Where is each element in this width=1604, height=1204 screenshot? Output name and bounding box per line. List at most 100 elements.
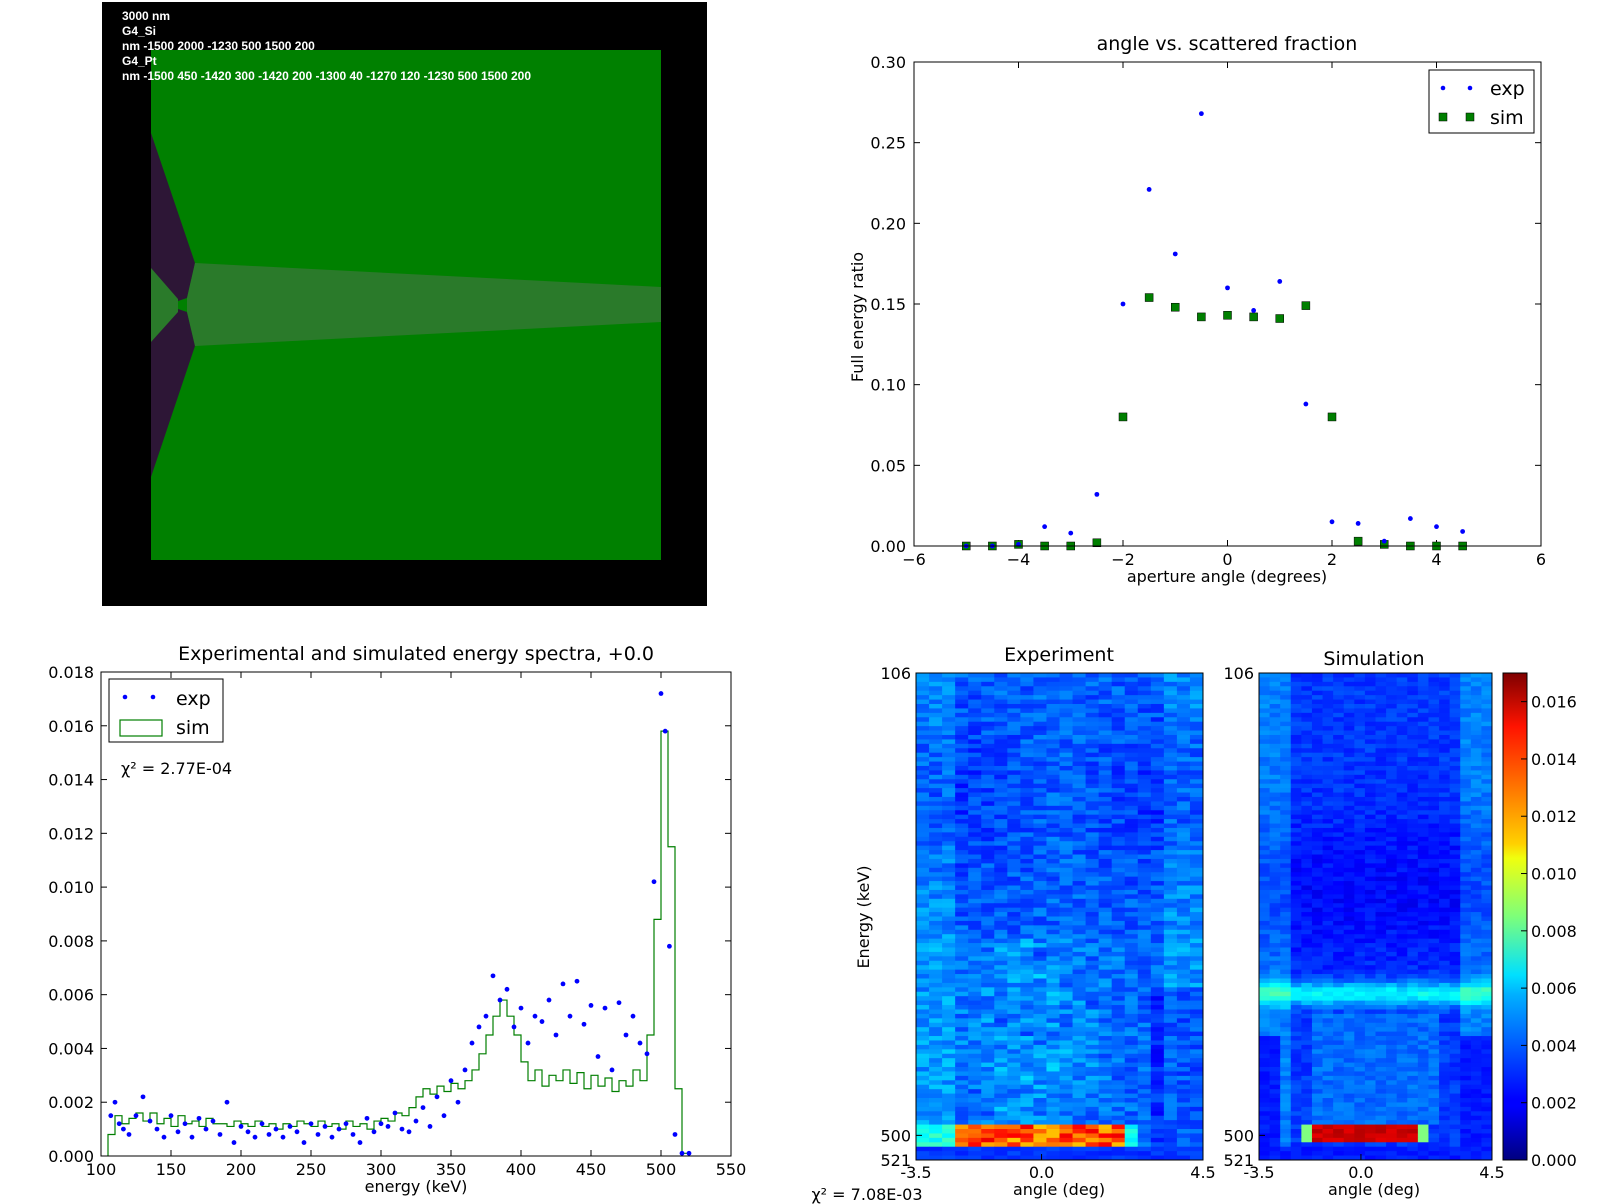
- heatmap-cell: [942, 690, 956, 696]
- heatmap-cell: [1020, 881, 1034, 886]
- heatmap-cell: [1301, 1049, 1313, 1055]
- heatmap-cell: [981, 832, 995, 838]
- heatmap-cell: [1020, 1129, 1034, 1134]
- heatmap-cell: [1033, 903, 1047, 909]
- heatmap-cell: [1386, 912, 1398, 917]
- heatmap-cell: [1007, 1009, 1021, 1015]
- heatmap-cell: [1098, 1124, 1113, 1130]
- heatmap-cell: [942, 1027, 956, 1033]
- heatmap-cell: [1428, 748, 1440, 754]
- heatmap-cell: [1301, 1062, 1313, 1068]
- heatmap-cell: [1124, 907, 1139, 913]
- heatmap-cell: [1343, 885, 1355, 891]
- heatmap-cell: [929, 938, 943, 944]
- heatmap-cell: [1301, 743, 1313, 749]
- heatmap-cell: [916, 836, 930, 842]
- heatmap-cell: [1354, 965, 1366, 971]
- heatmap-cell: [1428, 854, 1440, 860]
- heatmap-cell: [968, 699, 982, 705]
- heatmap-cell: [1417, 978, 1429, 984]
- heatmap-cell: [955, 792, 969, 798]
- heatmap-cell: [1311, 1102, 1323, 1108]
- heatmap-cell: [1460, 872, 1472, 878]
- heatmap-cell: [1163, 978, 1178, 984]
- heatmap-cell: [1163, 1089, 1178, 1094]
- heatmap-cell: [1163, 726, 1178, 731]
- heatmap-cell: [1189, 1142, 1204, 1148]
- heatmap-cell: [1449, 743, 1461, 749]
- heatmap-cell: [1150, 903, 1165, 909]
- heatmap-cell: [1046, 836, 1060, 842]
- heatmap-cell: [929, 1027, 943, 1033]
- heatmap-cell: [1046, 712, 1060, 718]
- heatmap-cell: [1033, 881, 1047, 886]
- heatmap-cell: [1176, 1080, 1191, 1086]
- heatmap-cell: [1163, 1040, 1178, 1046]
- heatmap-cell: [1085, 836, 1100, 842]
- heatmap-cell: [1481, 739, 1493, 745]
- heatmap-cell: [1375, 819, 1387, 824]
- heatmap-cell: [1386, 876, 1398, 882]
- heatmap-cell: [1386, 965, 1398, 971]
- heatmap-cell: [1137, 854, 1152, 860]
- heatmap-cell: [929, 717, 943, 723]
- heatmap-cell: [1150, 739, 1165, 745]
- heatmap-cell: [1301, 867, 1313, 873]
- heatmap-cell: [1439, 938, 1451, 944]
- heatmap-cell: [929, 894, 943, 900]
- heatmap-cell: [1098, 1080, 1113, 1086]
- heatmap-cell: [1386, 699, 1398, 705]
- heatmap-cell: [1085, 717, 1100, 723]
- heatmap-cell: [1072, 673, 1086, 678]
- heatmap-cell: [1386, 1071, 1398, 1077]
- heatmap-cell: [1085, 673, 1100, 678]
- heatmap-cell: [1386, 969, 1398, 975]
- heatmap-cell: [955, 841, 969, 847]
- heatmap-cell: [1481, 823, 1493, 829]
- heatmap-cell: [1020, 1040, 1034, 1046]
- heatmap-cell: [1375, 850, 1387, 855]
- heatmap-cell: [1085, 858, 1100, 864]
- heatmap-cell: [1311, 1018, 1323, 1024]
- heatmap-cell: [1124, 814, 1139, 820]
- heatmap-cell: [1111, 898, 1126, 904]
- heatmap-cell: [1059, 836, 1073, 842]
- heatmap-cell: [1407, 836, 1419, 842]
- heatmap-cell: [1163, 1053, 1178, 1059]
- heatmap-cell: [1189, 1013, 1204, 1019]
- heatmap-cell: [1364, 854, 1376, 860]
- heatmap-cell: [1301, 894, 1313, 900]
- heatmap-cell: [1176, 1075, 1191, 1081]
- heatmap-cell: [1311, 1053, 1323, 1059]
- heatmap-cell: [1046, 1027, 1060, 1033]
- heatmap-cell: [1059, 1102, 1073, 1108]
- heatmap-cell: [1150, 1155, 1165, 1161]
- heatmap-cell: [1417, 1040, 1429, 1046]
- heatmap-cell: [942, 934, 956, 940]
- heatmap-cell: [1343, 1115, 1355, 1121]
- heatmap-cell: [1439, 1053, 1451, 1059]
- heatmap-cell: [1301, 1058, 1313, 1063]
- heatmap-cell: [1375, 982, 1387, 988]
- heatmap-cell: [1085, 1053, 1100, 1059]
- heatmap-cell: [1481, 1106, 1493, 1112]
- heatmap-cell: [1124, 774, 1139, 780]
- heatmap-cell: [1449, 960, 1461, 966]
- sim-point: [1144, 293, 1154, 302]
- heatmap-cell: [1059, 1129, 1073, 1134]
- heatmap-cell: [942, 703, 956, 709]
- exp-point: [245, 1129, 251, 1135]
- y-tick-label: 0.15: [870, 295, 906, 314]
- heatmap-cell: [1007, 1142, 1021, 1148]
- heatmap-cell: [1375, 903, 1387, 909]
- heatmap-cell: [1259, 1080, 1270, 1086]
- heatmap-cell: [1333, 982, 1345, 988]
- heatmap-cell: [1481, 889, 1493, 895]
- heatmap-cell: [1354, 925, 1366, 931]
- heatmap-cell: [968, 974, 982, 979]
- heatmap-cell: [1481, 1040, 1493, 1046]
- heatmap-cell: [1386, 845, 1398, 851]
- heatmap-cell: [1428, 819, 1440, 824]
- heatmap-cell: [1354, 1102, 1366, 1108]
- heatmap-cell: [1470, 920, 1482, 926]
